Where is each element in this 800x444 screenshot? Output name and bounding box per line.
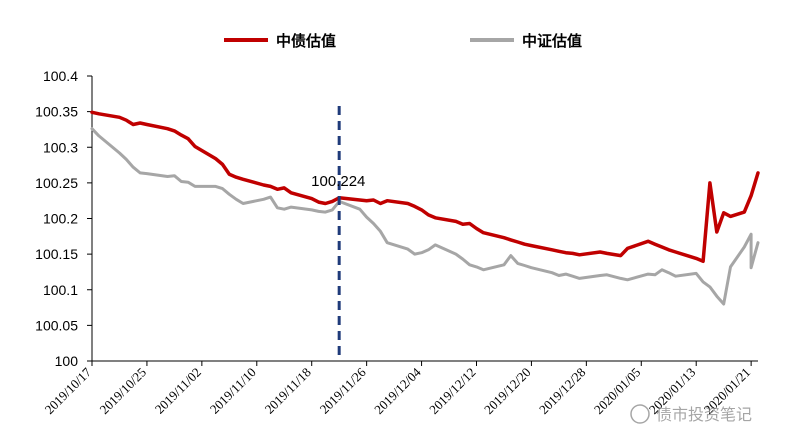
- series-lines: [90, 110, 760, 306]
- y-tick-label: 100.1: [43, 282, 78, 298]
- x-tick-label: 2019/11/02: [152, 365, 204, 417]
- x-tick-label: 2019/12/20: [481, 365, 533, 417]
- x-tick-label: 2019/10/17: [42, 364, 95, 417]
- y-tick-label: 100.2: [43, 211, 78, 227]
- legend-label-series-1: 中证估值: [522, 32, 582, 50]
- y-tick-label: 100.4: [43, 68, 78, 84]
- y-tick-label: 100.3: [43, 139, 78, 155]
- legend: 中债估值 中证估值: [224, 32, 582, 50]
- x-tick-label: 2019/12/12: [426, 365, 478, 417]
- x-tick-label: 2019/12/04: [371, 364, 424, 417]
- series-line-0: [90, 110, 760, 264]
- legend-label-series-0: 中债估值: [276, 32, 336, 50]
- x-tick-label: 2019/11/18: [262, 365, 314, 417]
- y-tick-label: 100.05: [35, 317, 78, 333]
- watermark-text: 债市投资笔记: [656, 405, 752, 424]
- y-tick-label: 100.15: [35, 246, 78, 262]
- y-axis: 100.4 100.35 100.3 100.25 100.2 100.15 100.1 10…: [35, 68, 93, 369]
- annotation-label: 100.224: [311, 173, 365, 190]
- y-tick-label: 100.25: [35, 175, 78, 191]
- y-tick-label: 100: [55, 353, 79, 369]
- x-axis: 2019/10/17 2019/10/25 2019/11/02 2019/11/10…: [42, 360, 758, 417]
- annotation: 100.224: [311, 106, 365, 361]
- x-tick-label: 2020/01/05: [591, 365, 643, 417]
- x-tick-label: 2019/11/26: [317, 364, 369, 416]
- x-tick-label: 2019/11/10: [207, 365, 259, 417]
- series-line-1: [90, 127, 760, 306]
- watermark: 债市投资笔记: [630, 404, 752, 424]
- x-tick-label: 2019/12/28: [536, 365, 588, 417]
- x-tick-label: 2019/10/25: [97, 365, 149, 417]
- wechat-icon: [630, 404, 650, 424]
- y-tick-label: 100.35: [35, 104, 78, 120]
